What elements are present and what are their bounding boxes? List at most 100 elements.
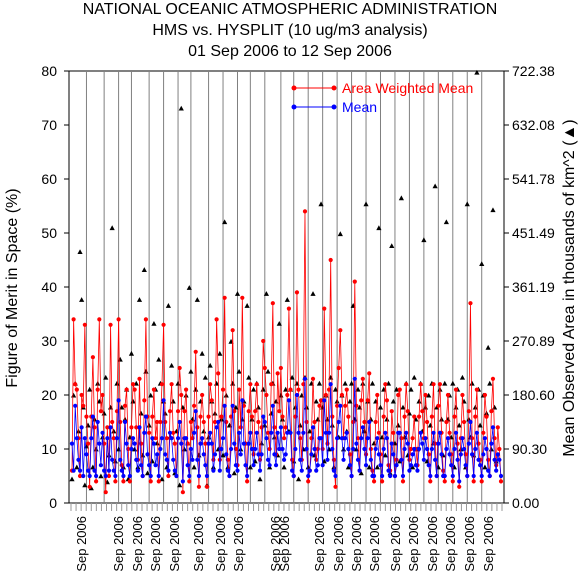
- area-weighted-mean-point: [119, 463, 124, 468]
- area-weighted-mean-point: [396, 392, 401, 398]
- area-weighted-mean-point: [196, 484, 202, 489]
- area-weighted-mean-point: [336, 365, 341, 371]
- observed-area-marker: [450, 380, 456, 386]
- area-weighted-mean-point: [245, 479, 250, 484]
- y-axis-left-ticks: 0 10 20 30 40 50 60 70 80: [41, 63, 69, 511]
- area-weighted-mean-point: [373, 419, 378, 425]
- x-tick-label: Sep 2006: [443, 516, 458, 572]
- y-right-tick-label: 722.38: [512, 63, 555, 79]
- y-left-tick-label: 70: [41, 117, 57, 133]
- observed-area-marker: [456, 422, 462, 428]
- mean-point: [114, 436, 120, 441]
- observed-area-marker: [472, 404, 478, 410]
- area-weighted-mean-point: [265, 430, 271, 435]
- mean-point: [124, 441, 129, 446]
- mean-point: [198, 441, 203, 446]
- mean-point: [309, 452, 314, 457]
- mean-point: [158, 446, 163, 452]
- observed-area-marker: [236, 368, 242, 374]
- area-weighted-mean-point: [143, 317, 149, 322]
- observed-area-marker: [148, 392, 154, 398]
- observed-area-marker: [400, 404, 406, 410]
- area-weighted-mean-point: [187, 479, 192, 484]
- observed-area-marker: [170, 398, 176, 404]
- mean-point: [298, 457, 303, 462]
- area-weighted-mean-point: [418, 382, 423, 387]
- area-weighted-mean-point: [121, 479, 126, 484]
- mean-point: [444, 446, 449, 452]
- observed-area-marker: [246, 374, 252, 380]
- mean-point: [318, 436, 324, 441]
- area-weighted-mean-point: [375, 392, 380, 398]
- observed-area-marker: [416, 398, 422, 404]
- area-weighted-mean-point: [281, 436, 287, 441]
- mean-point: [349, 473, 354, 479]
- observed-area-marker: [159, 476, 165, 482]
- observed-area-marker: [207, 362, 213, 368]
- area-weighted-mean-point: [222, 295, 227, 300]
- area-weighted-mean-point: [416, 414, 422, 419]
- mean-point: [378, 463, 383, 468]
- area-weighted-mean-point: [79, 392, 84, 398]
- mean-point: [216, 419, 221, 425]
- mean-point: [421, 457, 426, 462]
- mean-point: [138, 463, 144, 468]
- mean-point: [442, 473, 447, 479]
- mean-point: [122, 419, 128, 425]
- mean-point: [486, 468, 491, 473]
- area-weighted-mean-point: [318, 398, 324, 403]
- observed-area-marker: [347, 398, 353, 404]
- observed-area-marker: [107, 404, 114, 410]
- observed-area-marker: [69, 476, 75, 482]
- area-weighted-mean-point: [338, 328, 343, 333]
- x-tick-label: Sep 2006: [231, 516, 246, 572]
- area-weighted-mean-point: [290, 457, 295, 462]
- mean-point: [153, 463, 158, 468]
- area-weighted-mean-point: [85, 441, 91, 446]
- mean-point: [175, 436, 181, 441]
- area-weighted-mean-point: [166, 473, 171, 479]
- series-mean: [69, 376, 504, 484]
- mean-point: [450, 473, 455, 479]
- area-weighted-mean-point: [156, 479, 161, 484]
- mean-point: [150, 436, 155, 441]
- mean-point: [423, 436, 428, 441]
- mean-point: [413, 463, 418, 468]
- mean-point: [140, 473, 145, 479]
- area-weighted-mean-point: [310, 376, 316, 381]
- observed-area-marker: [422, 404, 429, 410]
- mean-point: [436, 441, 441, 446]
- mean-point: [476, 457, 481, 462]
- area-weighted-mean-point: [113, 479, 118, 484]
- mean-point: [455, 457, 460, 462]
- area-weighted-mean-point: [127, 479, 132, 484]
- observed-area-marker: [363, 201, 369, 207]
- y-right-tick-label: 90.30: [512, 441, 547, 457]
- mean-point: [102, 468, 107, 473]
- mean-point: [257, 468, 263, 473]
- mean-point: [428, 473, 433, 479]
- area-weighted-mean-point: [330, 414, 335, 419]
- mean-point: [177, 419, 182, 425]
- area-weighted-mean-point: [177, 365, 182, 371]
- mean-point: [155, 452, 160, 457]
- area-weighted-mean-point: [130, 382, 136, 387]
- area-weighted-mean-point: [400, 479, 406, 484]
- mean-point: [261, 414, 266, 419]
- area-weighted-mean-point: [220, 387, 226, 392]
- area-weighted-mean-point: [354, 403, 359, 408]
- mean-point: [163, 452, 168, 457]
- area-weighted-mean-point: [288, 387, 293, 392]
- mean-point: [355, 457, 361, 462]
- area-weighted-mean-point: [71, 317, 76, 322]
- mean-point: [169, 436, 174, 441]
- observed-area-marker: [186, 285, 192, 290]
- area-weighted-mean-point: [365, 398, 370, 403]
- mean-point: [230, 403, 235, 408]
- observed-area-marker: [149, 458, 155, 464]
- mean-point: [105, 436, 110, 441]
- mean-point: [151, 441, 157, 446]
- observed-area-marker: [263, 291, 270, 296]
- observed-area-marker: [281, 464, 287, 470]
